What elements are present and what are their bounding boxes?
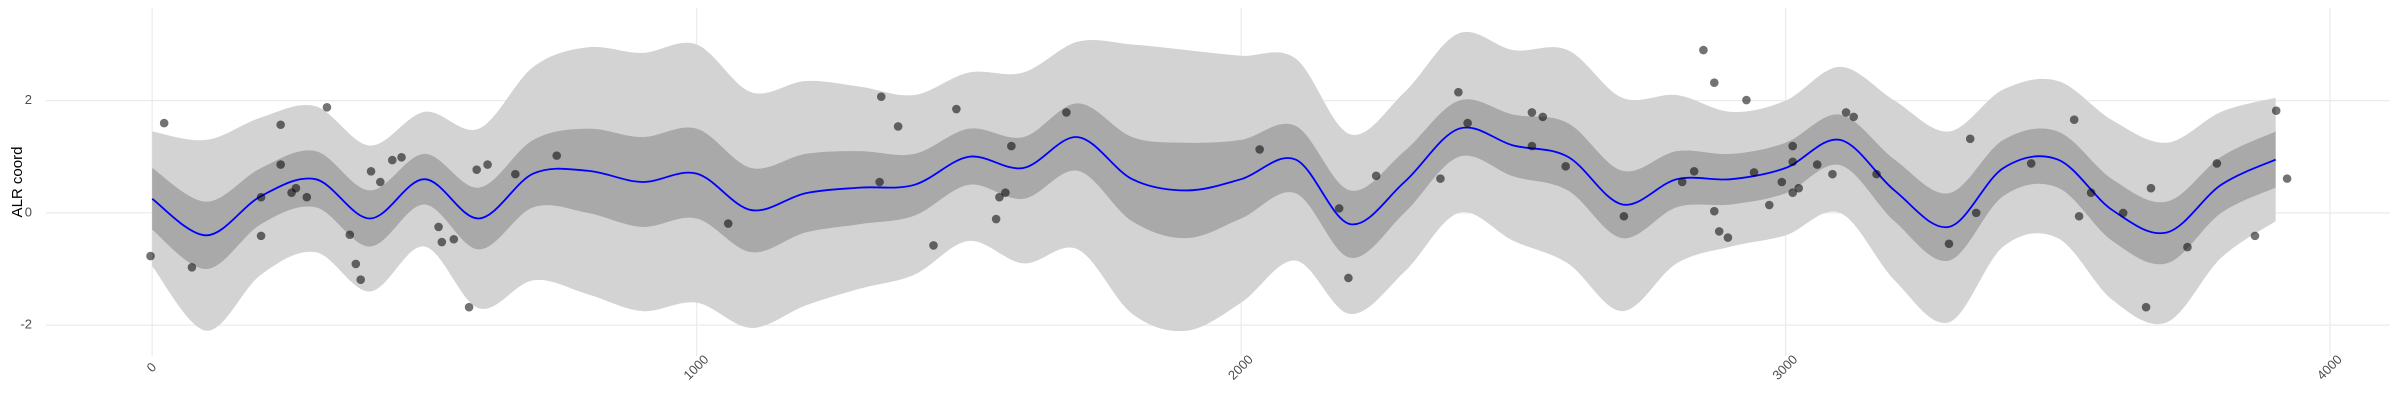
mean-line bbox=[151, 126, 2277, 237]
data-point bbox=[1788, 141, 1798, 151]
data-point bbox=[1812, 160, 1822, 169]
data-point bbox=[1344, 273, 1353, 283]
y-axis-label: ALR coord bbox=[9, 147, 26, 218]
data-point bbox=[146, 251, 155, 261]
data-point bbox=[876, 92, 886, 101]
data-point bbox=[1788, 188, 1798, 197]
data-point bbox=[449, 234, 459, 244]
data-point bbox=[472, 165, 481, 174]
data-point bbox=[1872, 169, 1881, 179]
data-point bbox=[2086, 188, 2096, 197]
data-point bbox=[483, 160, 492, 169]
data-point bbox=[302, 192, 312, 202]
data-point bbox=[2069, 115, 2079, 124]
data-point bbox=[929, 241, 938, 250]
data-point bbox=[1709, 206, 1719, 216]
data-point bbox=[2183, 242, 2192, 252]
data-point bbox=[2250, 231, 2260, 241]
data-point bbox=[1788, 157, 1798, 167]
data-point bbox=[1677, 177, 1687, 187]
data-point bbox=[276, 160, 285, 169]
data-point bbox=[1538, 112, 1548, 122]
data-point bbox=[995, 192, 1004, 202]
inner-band bbox=[152, 99, 2276, 270]
data-point bbox=[434, 222, 443, 232]
data-point bbox=[893, 122, 903, 131]
data-point bbox=[1619, 211, 1629, 221]
data-point bbox=[1965, 134, 1975, 144]
data-point bbox=[1742, 95, 1751, 105]
y-tick-label: 0 bbox=[25, 204, 32, 219]
y-tick-label: 2 bbox=[25, 92, 32, 107]
data-point bbox=[723, 219, 733, 228]
data-point bbox=[1371, 171, 1381, 181]
data-point bbox=[2074, 211, 2084, 221]
data-point bbox=[1714, 227, 1724, 236]
data-point bbox=[1255, 145, 1264, 154]
data-point bbox=[1062, 108, 1071, 117]
y-tick-label: -2 bbox=[20, 317, 32, 332]
data-point bbox=[2141, 302, 2151, 312]
data-point bbox=[2212, 159, 2222, 168]
data-point bbox=[397, 153, 406, 162]
data-point bbox=[1971, 208, 1981, 218]
data-point bbox=[345, 230, 355, 240]
data-point bbox=[1699, 45, 1708, 55]
x-tick-label: 2000 bbox=[1225, 352, 1256, 383]
data-point bbox=[464, 302, 474, 312]
data-point bbox=[875, 177, 884, 187]
data-point bbox=[1436, 174, 1445, 183]
data-point bbox=[1709, 78, 1719, 87]
data-point bbox=[1944, 239, 1954, 249]
data-point bbox=[1527, 141, 1537, 151]
data-point bbox=[187, 263, 197, 272]
data-point bbox=[1334, 204, 1344, 213]
x-tick-label: 3000 bbox=[1769, 352, 1800, 383]
data-point bbox=[1828, 169, 1837, 179]
data-point bbox=[991, 214, 1001, 224]
data-point bbox=[2282, 174, 2292, 183]
x-tick-label: 0 bbox=[144, 359, 160, 375]
data-point bbox=[2271, 106, 2281, 116]
data-point bbox=[2026, 159, 2036, 168]
data-point bbox=[1749, 168, 1759, 177]
x-tick-label: 1000 bbox=[680, 352, 711, 383]
data-point bbox=[552, 151, 562, 160]
data-point bbox=[1849, 112, 1858, 122]
data-point bbox=[437, 237, 447, 247]
data-point bbox=[511, 169, 520, 179]
x-tick-label: 4000 bbox=[2314, 352, 2345, 383]
data-point bbox=[1561, 161, 1570, 171]
data-point bbox=[1794, 183, 1803, 193]
data-point bbox=[256, 192, 266, 202]
data-point bbox=[1689, 167, 1699, 176]
data-point bbox=[1841, 108, 1851, 117]
data-point bbox=[322, 103, 332, 112]
data-point bbox=[1007, 141, 1016, 151]
data-point bbox=[1723, 233, 1733, 242]
data-point bbox=[256, 231, 266, 241]
data-point bbox=[2118, 208, 2128, 218]
data-point bbox=[291, 183, 301, 193]
data-point bbox=[366, 167, 376, 176]
data-point bbox=[1527, 108, 1537, 117]
data-point bbox=[159, 118, 169, 128]
data-point bbox=[2146, 183, 2156, 193]
data-point bbox=[356, 275, 366, 284]
data-point bbox=[1777, 177, 1787, 187]
data-point bbox=[387, 155, 397, 165]
data-point bbox=[952, 104, 961, 114]
data-point bbox=[376, 177, 385, 187]
data-point bbox=[351, 259, 361, 269]
data-point bbox=[1001, 188, 1010, 197]
data-point bbox=[1463, 118, 1472, 128]
data-point bbox=[1454, 87, 1463, 97]
data-point bbox=[276, 120, 285, 130]
data-point bbox=[1764, 200, 1774, 210]
